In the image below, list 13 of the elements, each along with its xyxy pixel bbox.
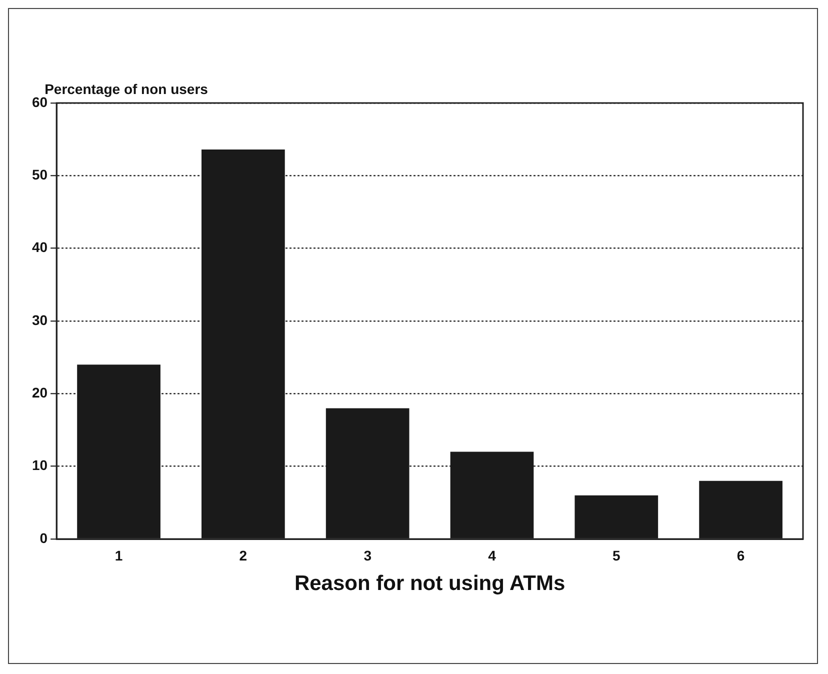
y-tick-label: 50 bbox=[32, 166, 48, 183]
x-axis-title: Reason for not using ATMs bbox=[294, 572, 566, 596]
x-tick-label: 6 bbox=[736, 547, 745, 564]
y-tick-label: 10 bbox=[32, 457, 48, 474]
x-tick-label: 2 bbox=[239, 547, 248, 564]
y-tick-label: 20 bbox=[32, 384, 48, 401]
x-tick-label: 4 bbox=[488, 547, 496, 564]
y-tick-label: 40 bbox=[32, 239, 48, 256]
y-tick-label: 0 bbox=[40, 530, 48, 546]
x-tick-label: 3 bbox=[364, 547, 372, 564]
x-tick-label: 1 bbox=[114, 547, 123, 564]
y-tick-label: 30 bbox=[32, 312, 48, 328]
x-tick-label: 5 bbox=[612, 547, 620, 564]
